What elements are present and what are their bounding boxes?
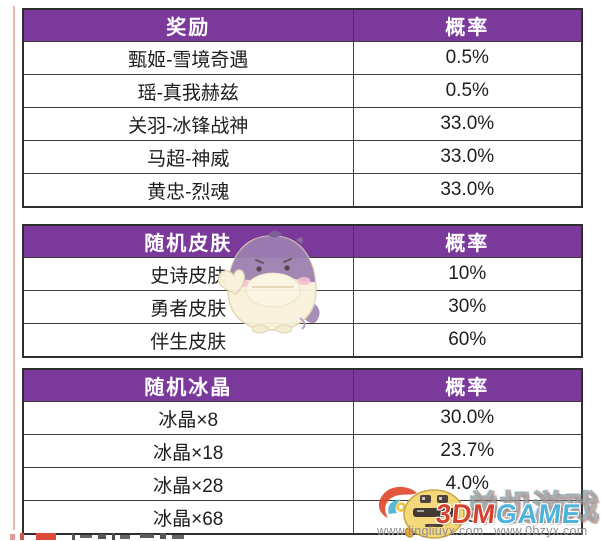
- column-header-probability: 概率: [352, 224, 583, 258]
- table-row: 瑶-真我赫兹 0.5%: [22, 74, 583, 108]
- crystal-amount-cell: 冰晶×18: [22, 434, 354, 468]
- probability-cell: 0.5%: [352, 41, 583, 75]
- big-watermark-text: 单机游戏: [466, 488, 600, 527]
- rewards-probability-table: 奖励 概率 甄姬-雪境奇遇 0.5% 瑶-真我赫兹 0.5% 关羽-冰锋战神 3…: [22, 8, 583, 208]
- crystal-amount-cell: 冰晶×68: [22, 500, 354, 535]
- reward-name-cell: 黄忠-烈魂: [22, 173, 354, 208]
- reward-name-cell: 关羽-冰锋战神: [22, 107, 354, 141]
- emoji-sticker-watermark: [403, 489, 465, 539]
- probability-cell: 30%: [352, 290, 583, 324]
- table-row: 黄忠-烈魂 33.0%: [22, 173, 583, 208]
- table-row: 伴生皮肤 60%: [22, 323, 583, 358]
- reward-name-cell: 马超-神威: [22, 140, 354, 174]
- table-row: 关羽-冰锋战神 33.0%: [22, 107, 583, 141]
- table-row: 冰晶×18 23.7%: [22, 434, 583, 468]
- column-header-probability: 概率: [352, 8, 583, 42]
- crystals-probability-table: 随机冰晶 概率 冰晶×8 30.0% 冰晶×18 23.7% 冰晶×28 4.0…: [22, 368, 583, 535]
- reward-name-cell: 甄姬-雪境奇遇: [22, 41, 354, 75]
- column-header-probability: 概率: [352, 368, 583, 402]
- probability-cell: 60%: [352, 323, 583, 358]
- reward-name-cell: 瑶-真我赫兹: [22, 74, 354, 108]
- penguin-mascot-sticker: [217, 230, 320, 334]
- table-row: 冰晶×8 30.0%: [22, 401, 583, 435]
- probability-cell: 10%: [352, 257, 583, 291]
- crystal-amount-cell: 冰晶×8: [22, 401, 354, 435]
- probability-cell: 0.5%: [352, 74, 583, 108]
- watermark-url-left: www.lingliuyx.com: [377, 524, 484, 538]
- probability-cell: 33.0%: [352, 140, 583, 174]
- probability-cell: 23.7%: [352, 434, 583, 468]
- watermark-url-right: www.0bzyx.com: [494, 524, 588, 538]
- column-header-reward: 奖励: [22, 8, 354, 42]
- table-row: 冰晶×68 42.3%: [22, 500, 583, 535]
- crystal-amount-cell: 冰晶×28: [22, 467, 354, 501]
- probability-cell: 33.0%: [352, 107, 583, 141]
- probability-cell: 30.0%: [352, 401, 583, 435]
- cutoff-text-fragment: [10, 533, 184, 540]
- left-red-rule: [13, 6, 15, 530]
- table-header-row: 奖励 概率: [22, 8, 583, 42]
- column-header-crystal: 随机冰晶: [22, 368, 354, 402]
- table-row: 甄姬-雪境奇遇 0.5%: [22, 41, 583, 75]
- table-row: 马超-神威 33.0%: [22, 140, 583, 174]
- swirl-logo-icon: [378, 486, 417, 518]
- probability-cell: 33.0%: [352, 173, 583, 208]
- table-row: 冰晶×28 4.0%: [22, 467, 583, 501]
- table-header-row: 随机冰晶 概率: [22, 368, 583, 402]
